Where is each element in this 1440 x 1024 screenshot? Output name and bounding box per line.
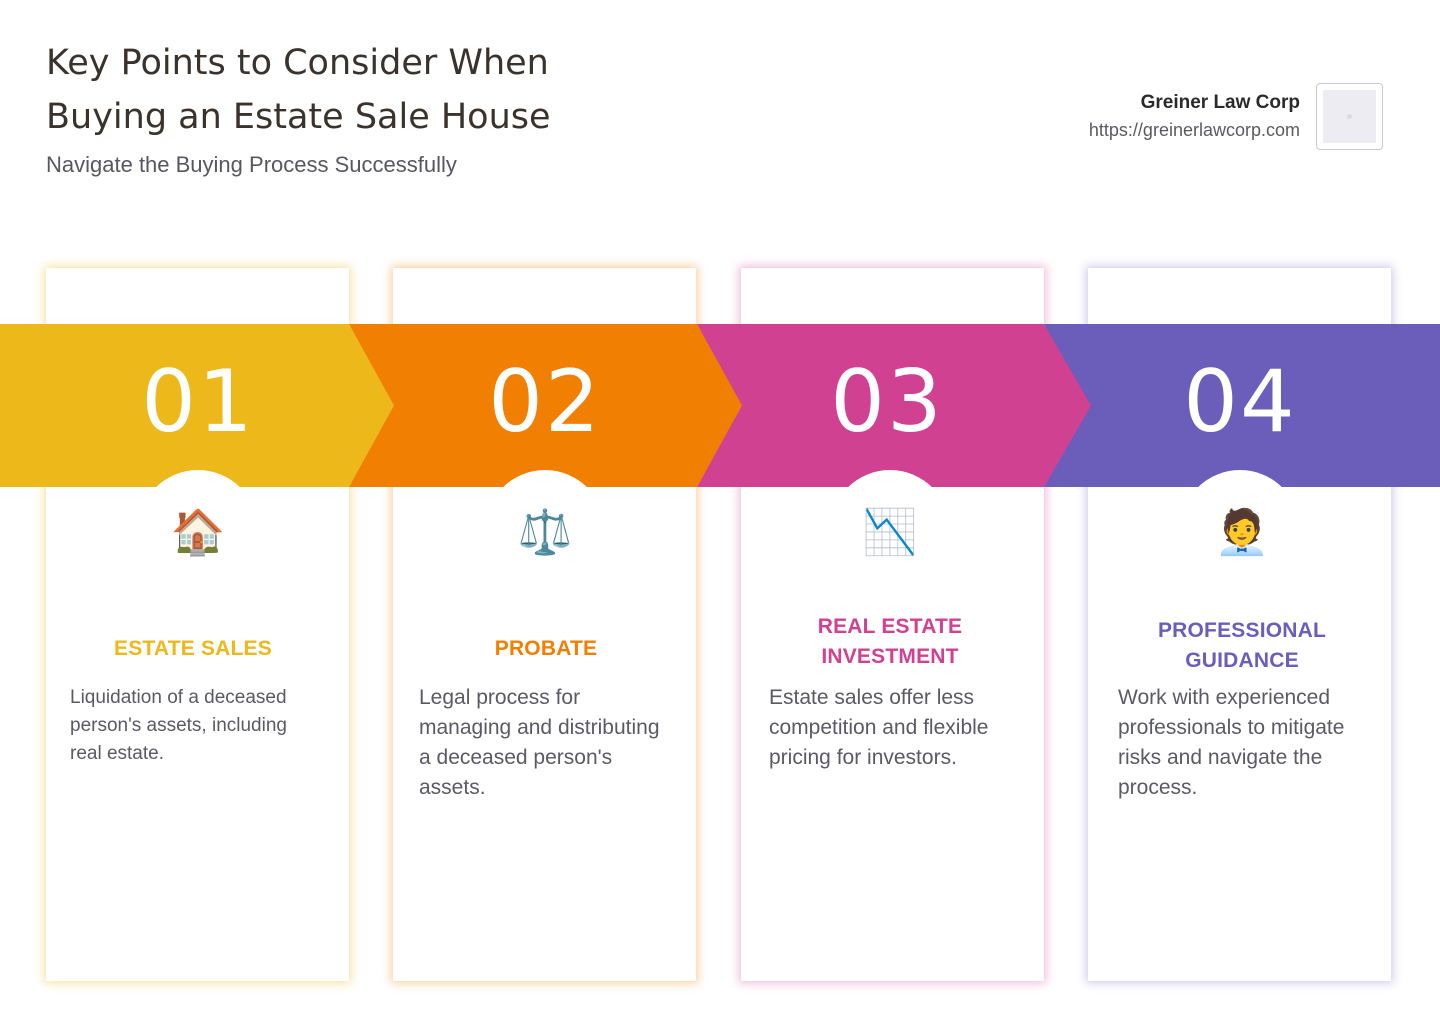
step-number-3: 03 [830, 352, 944, 452]
step-title-2: PROBATE [494, 637, 598, 660]
house-icon: 🏠 [170, 508, 226, 557]
professional-person-icon: 🧑‍💼 [1214, 508, 1270, 557]
logo-placeholder-icon [1316, 83, 1383, 150]
step-number-2: 02 [488, 352, 602, 452]
step-text-4: Work with experienced professionals to m… [1118, 686, 1345, 799]
chevron-step-4 [1044, 324, 1440, 487]
chevron-step-3 [697, 324, 1091, 487]
page-subtitle: Navigate the Buying Process Successfully [46, 152, 457, 177]
step-chevron-band [0, 324, 1440, 487]
brand-name: Greiner Law Corp [1140, 92, 1300, 113]
step-title-3: REAL ESTATE INVESTMENT [817, 615, 963, 668]
step-title-1: ESTATE SALES [114, 637, 272, 660]
step-text-1: Liquidation of a deceased person's asset… [70, 687, 287, 764]
brand-url[interactable]: https://greinerlawcorp.com [1088, 120, 1300, 140]
chevron-step-2 [349, 324, 742, 487]
chart-decreasing-icon: 📉 [862, 508, 918, 557]
step-number-1: 01 [141, 352, 255, 452]
brand-block: Greiner Law Corp https://greinerlawcorp.… [1089, 90, 1300, 144]
page-title: Key Points to Consider When Buying an Es… [46, 43, 551, 137]
step-number-4: 04 [1183, 352, 1297, 452]
step-text-2: Legal process for managing and distribut… [419, 686, 660, 799]
logo-placeholder-dot [1347, 114, 1352, 119]
chevron-step-1 [0, 324, 394, 487]
step-text-3: Estate sales offer less competition and … [769, 686, 989, 769]
step-title-4: PROFESSIONAL GUIDANCE [1157, 619, 1327, 672]
scales-icon: ⚖️ [517, 508, 573, 557]
